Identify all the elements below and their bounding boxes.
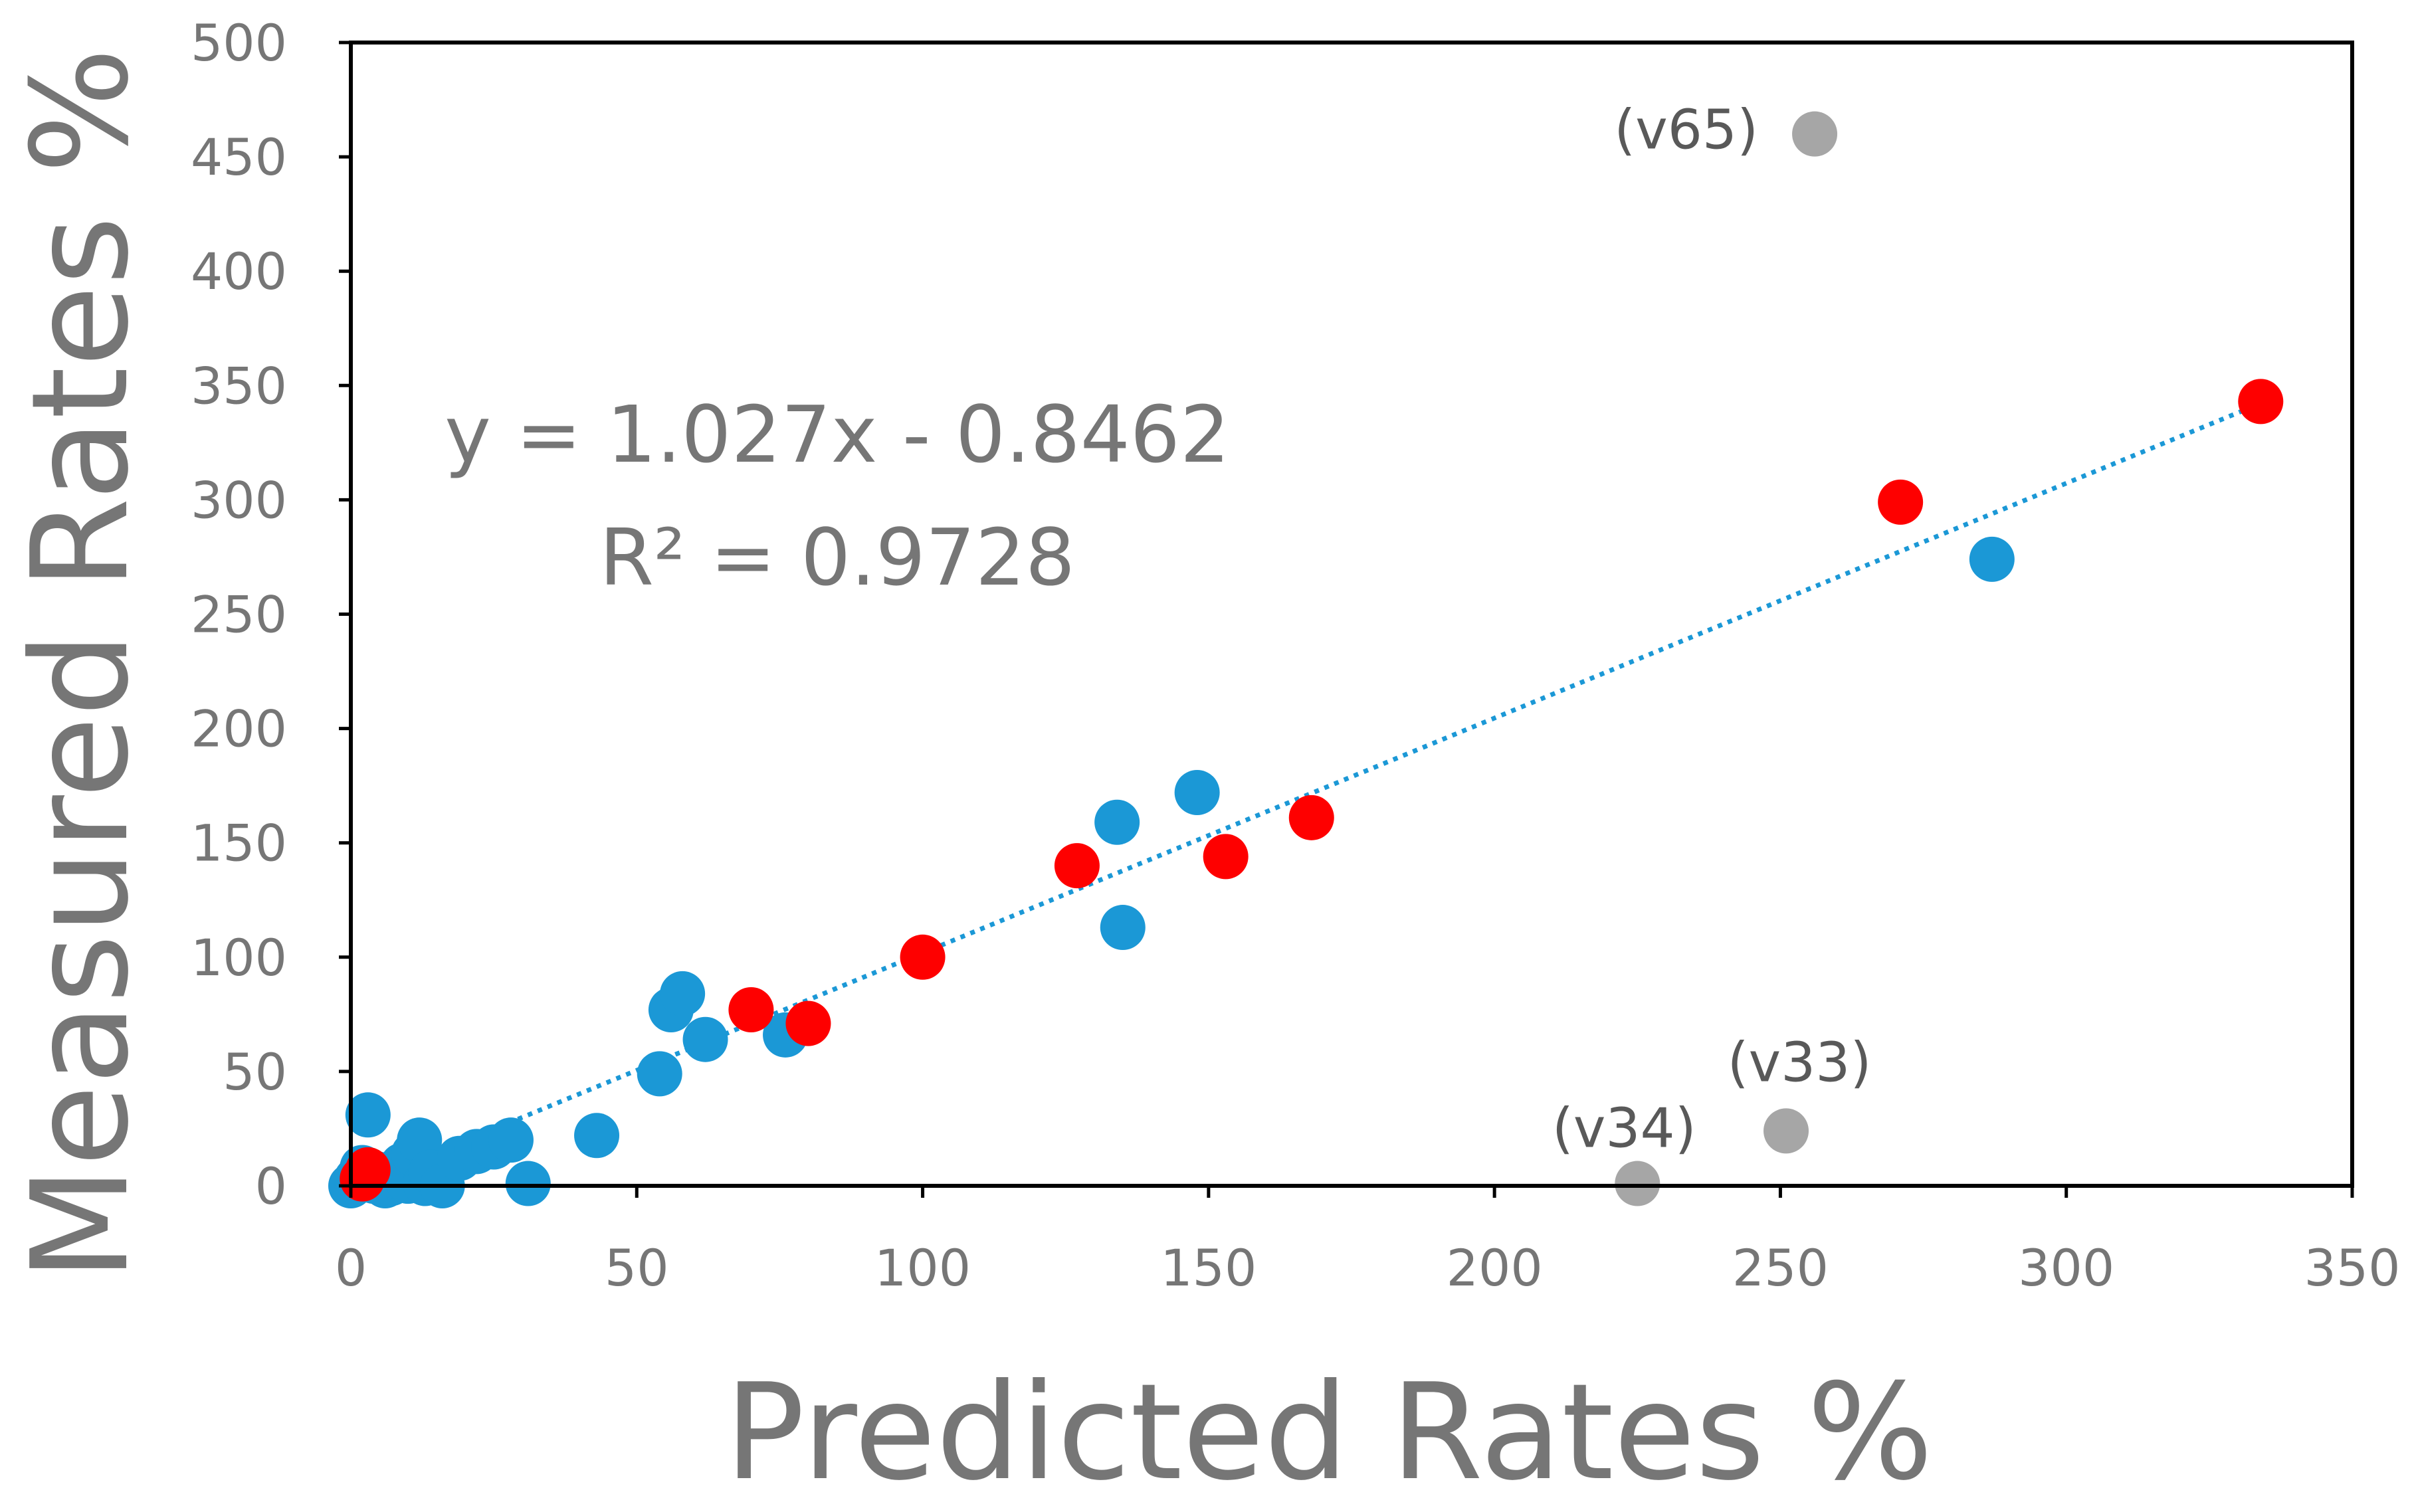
outlier-label: (v33) xyxy=(1728,1031,1872,1094)
data-point-blue xyxy=(574,1113,620,1159)
points-layer: (v34) (v33) (v65) xyxy=(328,99,2284,1208)
x-tick-label: 100 xyxy=(874,1238,971,1297)
x-axis-title: Predicted Rates % xyxy=(725,1355,1934,1509)
r-squared-label: R² = 0.9728 xyxy=(599,512,1075,603)
y-tick-label: 100 xyxy=(191,928,287,987)
y-tick-label: 200 xyxy=(191,700,287,759)
y-tick-label: 450 xyxy=(191,128,287,187)
y-tick-label: 250 xyxy=(191,585,287,644)
data-point-outliers xyxy=(1792,111,1838,157)
data-point-red xyxy=(728,987,774,1032)
y-axis-title: Measured Rates % xyxy=(3,48,158,1281)
data-point-blue xyxy=(660,971,706,1016)
plot-frame xyxy=(349,41,2354,1188)
x-tick-label: 50 xyxy=(605,1238,669,1297)
axes-layer: 0 50 100 150 200 250 300 350 0 50 100 150 200 250 300 3… xyxy=(191,13,2401,1297)
x-tick-label: 300 xyxy=(2018,1238,2114,1297)
data-point-blue xyxy=(1174,769,1220,815)
data-point-blue xyxy=(1969,536,2015,582)
data-point-red xyxy=(2238,379,2284,425)
y-tick-label: 500 xyxy=(191,13,287,72)
data-point-red xyxy=(1288,795,1334,840)
x-tick-label: 0 xyxy=(335,1238,367,1297)
data-point-blue xyxy=(637,1051,682,1097)
x-tick-label: 200 xyxy=(1447,1238,1543,1297)
x-tick-label: 350 xyxy=(2304,1238,2400,1297)
data-point-red xyxy=(345,1147,391,1192)
data-point-red xyxy=(1878,479,1924,525)
outlier-label: (v65) xyxy=(1614,99,1758,162)
trendline-equation: y = 1.027x - 0.8462 xyxy=(445,389,1230,480)
y-tick-label: 0 xyxy=(255,1157,287,1216)
data-point-red xyxy=(1203,834,1249,880)
data-point-blue xyxy=(488,1117,534,1163)
data-point-outliers xyxy=(1615,1161,1660,1206)
data-point-red xyxy=(785,1000,831,1046)
x-tick-label: 250 xyxy=(1732,1238,1829,1297)
y-tick-label: 400 xyxy=(191,242,287,301)
y-tick-label: 350 xyxy=(191,356,287,415)
data-point-red xyxy=(900,934,946,980)
y-tick-label: 300 xyxy=(191,470,287,529)
data-point-blue xyxy=(345,1092,391,1138)
outlier-label: (v34) xyxy=(1552,1097,1696,1161)
data-point-blue xyxy=(505,1161,551,1206)
data-point-blue xyxy=(682,1016,728,1062)
data-point-outliers xyxy=(1763,1108,1809,1154)
data-point-blue xyxy=(1094,799,1140,845)
data-point-blue xyxy=(1100,905,1146,951)
x-tick-label: 150 xyxy=(1160,1238,1256,1297)
y-tick-label: 150 xyxy=(191,814,287,873)
data-point-red xyxy=(1054,843,1100,889)
y-tick-label: 50 xyxy=(223,1042,287,1101)
